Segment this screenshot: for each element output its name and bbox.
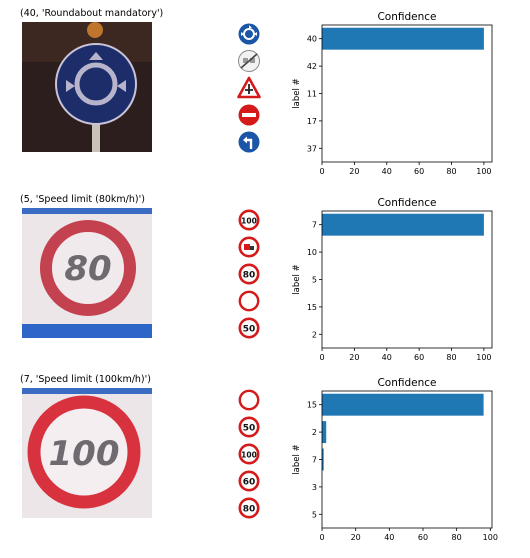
y-tick-label: 2: [312, 330, 317, 339]
y-tick-label: 7: [312, 456, 317, 465]
y-tick-label: 5: [312, 276, 317, 285]
speed-limit-80-photo: 80: [22, 208, 152, 338]
x-tick-label: 60: [418, 533, 428, 542]
axes-frame: [321, 390, 493, 529]
priority-road-warning-icon: [236, 76, 262, 100]
x-tick-label: 40: [382, 353, 392, 362]
confidence-chart: Confidence 15 2 7 3 5 0 20 40 60 80 100 label #: [290, 374, 530, 544]
end-no-passing-icon: [236, 49, 262, 73]
roundabout-sign-photo: [22, 22, 152, 152]
top5-sign-thumbnails: [236, 22, 262, 158]
y-axis-label: label #: [292, 444, 302, 474]
chart-title: Confidence: [377, 377, 436, 389]
speed-limit-value: 50: [243, 423, 256, 433]
x-tick-label: 100: [476, 167, 491, 176]
y-tick-label: 2: [312, 428, 317, 437]
x-tick-label: 20: [349, 353, 359, 362]
prediction-row: (40, 'Roundabout mandatory') Confidence 40…: [0, 8, 530, 192]
photo-speed-value: 100: [49, 434, 120, 474]
confidence-bar: [322, 393, 484, 416]
chart-title: Confidence: [377, 197, 436, 209]
x-tick-label: 80: [452, 533, 462, 542]
x-tick-label: 80: [446, 353, 456, 362]
y-tick-label: 17: [307, 117, 317, 126]
image-title: (7, 'Speed limit (100km/h)'): [20, 374, 151, 385]
top5-sign-thumbnails: 100 80 50: [236, 208, 262, 344]
speed-limit-value: 100: [241, 450, 257, 459]
y-tick-label: 15: [307, 401, 317, 410]
image-title: (40, 'Roundabout mandatory'): [20, 8, 164, 19]
confidence-bar: [322, 448, 324, 471]
speed-limit-60-icon: 60: [236, 469, 262, 493]
axes-frame: [321, 24, 493, 163]
y-tick-label: 40: [307, 35, 317, 44]
x-tick-label: 60: [414, 167, 424, 176]
x-tick-label: 40: [382, 167, 392, 176]
speed-limit-50-icon: 50: [236, 415, 262, 439]
speed-limit-80-icon: 80: [236, 262, 262, 286]
speed-limit-100-icon: 100: [236, 442, 262, 466]
x-tick-label: 40: [384, 533, 394, 542]
x-tick-label: 100: [483, 533, 498, 542]
chart-title: Confidence: [377, 11, 436, 23]
keep-left-icon: [236, 130, 262, 154]
y-axis-label: label #: [292, 264, 302, 294]
y-tick-label: 7: [312, 221, 317, 230]
confidence-bar: [322, 213, 484, 236]
speed-limit-50-icon: 50: [236, 316, 262, 340]
y-axis-label: label #: [292, 78, 302, 108]
y-tick-label: 15: [307, 303, 317, 312]
no-entry-icon: [236, 103, 262, 127]
speed-limit-value: 50: [243, 324, 256, 334]
x-tick-label: 80: [446, 167, 456, 176]
x-tick-label: 20: [349, 167, 359, 176]
speed-limit-value: 60: [243, 477, 256, 487]
photo-speed-value: 80: [64, 249, 111, 289]
confidence-bar: [322, 27, 484, 50]
y-tick-label: 10: [307, 248, 317, 257]
speed-limit-100-photo: 100: [22, 388, 152, 518]
y-tick-label: 11: [307, 90, 317, 99]
x-tick-label: 0: [319, 533, 324, 542]
no-vehicles-icon: [236, 289, 262, 313]
prediction-row: (5, 'Speed limit (80km/h)') 80 100 80 50 Conf…: [0, 194, 530, 378]
confidence-bar: [322, 421, 327, 444]
confidence-chart: Confidence 40 42 11 17 37 0 20 40 60 80 100 label #: [290, 8, 530, 178]
prediction-row: (7, 'Speed limit (100km/h)') 100 50 100 60 80…: [0, 374, 530, 558]
no-trucks-passing-icon: [236, 235, 262, 259]
image-title: (5, 'Speed limit (80km/h)'): [20, 194, 145, 205]
y-tick-label: 5: [312, 510, 317, 519]
speed-limit-value: 100: [241, 216, 257, 225]
confidence-chart: Confidence 7 10 5 15 2 0 20 40 60 80 100 label #: [290, 194, 530, 364]
x-tick-label: 20: [351, 533, 361, 542]
axes-frame: [321, 210, 493, 349]
speed-limit-100-icon: 100: [236, 208, 262, 232]
top5-sign-thumbnails: 50 100 60 80: [236, 388, 262, 524]
x-tick-label: 0: [319, 353, 324, 362]
speed-limit-80-icon: 80: [236, 496, 262, 520]
y-tick-label: 3: [312, 483, 317, 492]
roundabout-icon: [236, 22, 262, 46]
x-tick-label: 100: [476, 353, 491, 362]
x-tick-label: 0: [319, 167, 324, 176]
speed-limit-value: 80: [243, 504, 256, 514]
no-vehicles-icon: [236, 388, 262, 412]
y-tick-label: 37: [307, 144, 317, 153]
speed-limit-value: 80: [243, 270, 256, 280]
y-tick-label: 42: [307, 62, 317, 71]
x-tick-label: 60: [414, 353, 424, 362]
